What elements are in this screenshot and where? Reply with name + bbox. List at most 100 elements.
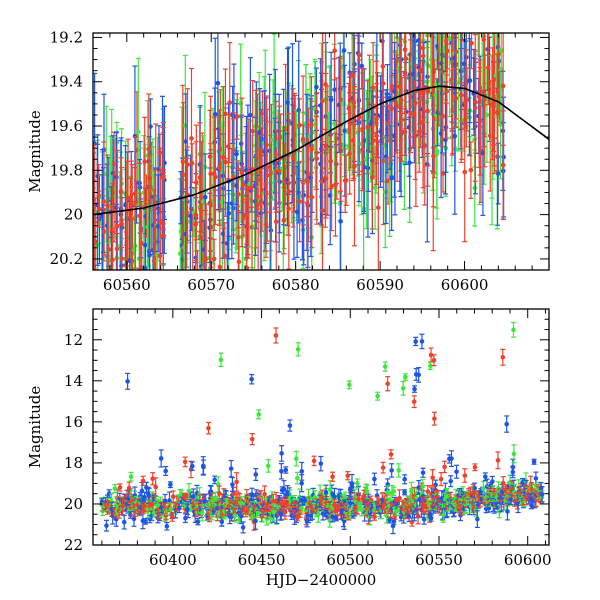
- data-point: [333, 515, 339, 522]
- data-point: [472, 33, 478, 182]
- data-point: [481, 33, 487, 107]
- data-point: [511, 444, 517, 464]
- data-point: [121, 514, 127, 530]
- data-point: [462, 468, 468, 483]
- data-point: [416, 90, 422, 173]
- data-point: [396, 463, 402, 478]
- data-point: [431, 354, 437, 367]
- data-point: [234, 472, 240, 492]
- data-point: [425, 35, 431, 187]
- data-point: [388, 449, 394, 460]
- x-tick-label: 60570: [187, 276, 235, 294]
- data-point: [249, 373, 255, 385]
- data-point: [374, 82, 380, 155]
- data-point: [359, 42, 365, 90]
- data-point: [409, 517, 415, 527]
- data-point: [295, 342, 301, 357]
- data-point: [222, 222, 228, 270]
- data-point: [290, 88, 296, 228]
- data-point: [375, 391, 381, 401]
- data-point: [273, 327, 279, 344]
- data-point: [218, 352, 224, 368]
- data-point: [485, 33, 491, 106]
- data-point: [434, 99, 440, 209]
- x-tick-label: 60450: [238, 551, 286, 569]
- data-point: [270, 79, 276, 201]
- data-point: [474, 510, 480, 529]
- data-point: [510, 321, 516, 338]
- data-point: [263, 191, 269, 259]
- plot-area: [99, 321, 545, 535]
- data-point: [281, 186, 287, 255]
- data-point: [142, 116, 148, 207]
- data-point: [158, 449, 164, 468]
- data-point: [510, 458, 516, 476]
- y-tick-label: 12: [64, 331, 83, 349]
- x-tick-label: 60600: [441, 276, 489, 294]
- data-point: [228, 459, 234, 478]
- data-point: [402, 489, 408, 496]
- data-point: [500, 348, 506, 366]
- data-point: [468, 141, 474, 199]
- y-tick-label: 20.2: [50, 250, 83, 268]
- data-point: [364, 484, 370, 500]
- data-point: [300, 75, 306, 203]
- data-point: [440, 154, 446, 193]
- data-point: [343, 154, 349, 206]
- plot-frame: [92, 308, 550, 546]
- data-point: [103, 519, 109, 532]
- data-point: [199, 504, 205, 522]
- data-point: [370, 42, 376, 134]
- data-point: [164, 521, 170, 531]
- data-point: [117, 483, 123, 492]
- data-point: [170, 490, 176, 503]
- x-tick-label: 60550: [415, 551, 463, 569]
- data-point: [253, 467, 259, 481]
- data-point: [458, 33, 464, 164]
- data-point: [475, 33, 481, 56]
- data-point: [420, 467, 426, 478]
- x-tick-label: 60560: [103, 276, 151, 294]
- data-point: [297, 160, 303, 243]
- y-tick-label: 20: [64, 206, 83, 224]
- data-point: [299, 461, 305, 481]
- data-point: [287, 419, 293, 432]
- data-point: [332, 33, 338, 81]
- y-tick-label: 22: [64, 536, 83, 554]
- data-point: [180, 273, 185, 336]
- data-point: [193, 124, 199, 241]
- data-point: [446, 454, 452, 464]
- data-point: [359, 502, 365, 517]
- data-point: [402, 33, 408, 114]
- data-point: [157, 208, 163, 270]
- data-point: [118, 157, 124, 226]
- data-point: [128, 471, 134, 482]
- data-point: [504, 415, 510, 433]
- data-point: [217, 219, 223, 270]
- model-curve: [93, 85, 549, 216]
- x-tick-label: 60400: [149, 551, 197, 569]
- data-point: [125, 372, 131, 390]
- data-point: [452, 57, 458, 215]
- data-point: [240, 166, 246, 204]
- data-point: [425, 485, 431, 499]
- data-point: [420, 33, 426, 108]
- y-tick-label: 19.2: [50, 28, 83, 46]
- data-point: [400, 380, 406, 396]
- data-point: [240, 521, 246, 534]
- y-axis-title: Magnitude: [26, 110, 44, 193]
- x-tick-label: 60500: [326, 551, 374, 569]
- data-point: [454, 464, 460, 479]
- data-point: [466, 33, 472, 156]
- y-tick-label: 14: [64, 372, 83, 390]
- data-point: [296, 98, 302, 153]
- y-tick-label: 20: [64, 495, 83, 513]
- data-point: [103, 105, 109, 243]
- data-point: [96, 163, 102, 228]
- data-point: [402, 373, 408, 381]
- data-point: [489, 475, 495, 488]
- data-point: [330, 471, 336, 482]
- y-tick-label: 19.4: [50, 73, 83, 91]
- data-point: [453, 68, 459, 129]
- data-point: [195, 518, 201, 526]
